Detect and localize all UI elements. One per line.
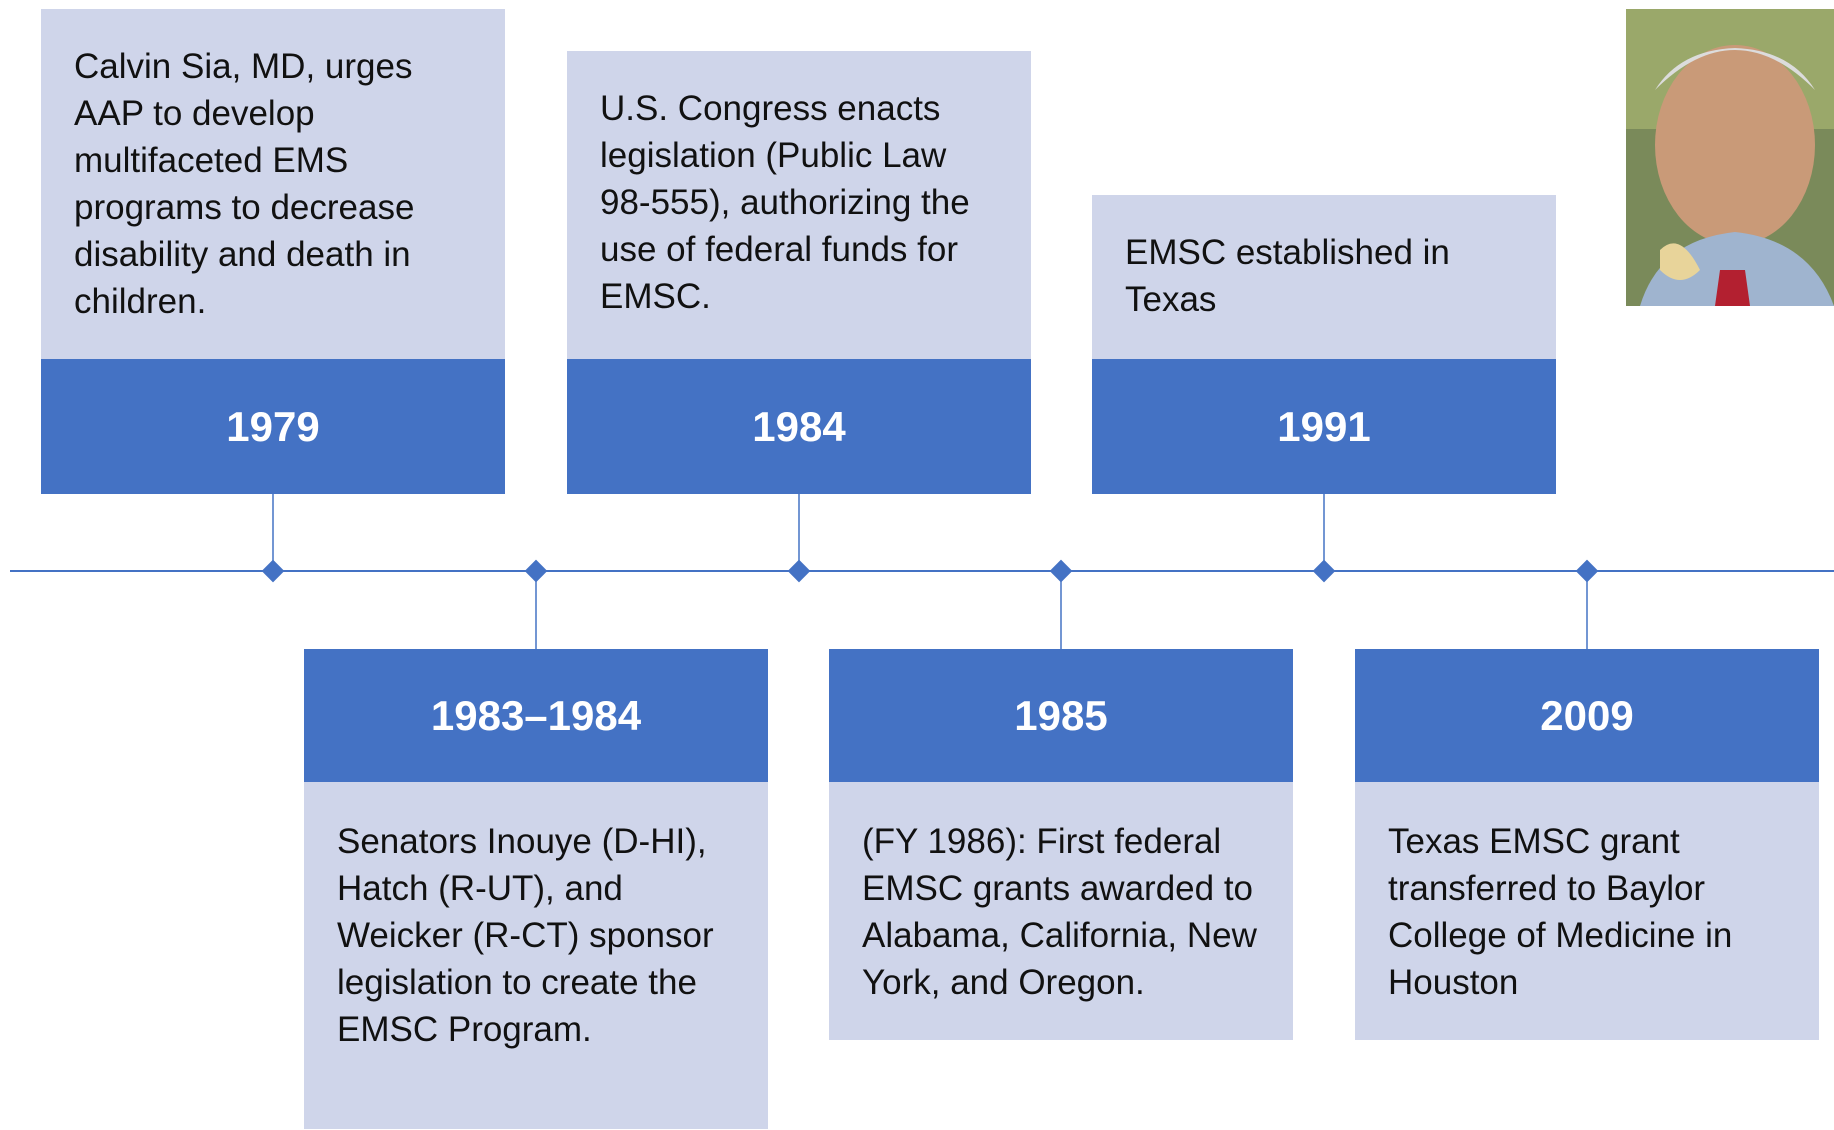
event-text: U.S. Congress enacts legislation (Public…: [567, 51, 1031, 359]
event-text: (FY 1986): First federal EMSC grants awa…: [829, 782, 1293, 1040]
event-year: 1985: [829, 649, 1293, 782]
event-year: 1984: [567, 359, 1031, 494]
timeline-diamond: [1049, 559, 1073, 583]
timeline-diamond: [1575, 559, 1599, 583]
portrait-photo: [1626, 9, 1834, 306]
timeline-diamond: [787, 559, 811, 583]
event-text: Senators Inouye (D-HI), Hatch (R-UT), an…: [304, 782, 768, 1129]
event-year: 2009: [1355, 649, 1819, 782]
timeline-diamond: [1312, 559, 1336, 583]
timeline-diamond: [524, 559, 548, 583]
timeline-diamond: [261, 559, 285, 583]
event-year: 1979: [41, 359, 505, 494]
event-year: 1991: [1092, 359, 1556, 494]
event-year: 1983–1984: [304, 649, 768, 782]
event-text: Texas EMSC grant transferred to Baylor C…: [1355, 782, 1819, 1040]
event-text: Calvin Sia, MD, urges AAP to develop mul…: [41, 9, 505, 359]
event-text: EMSC established in Texas: [1092, 195, 1556, 359]
